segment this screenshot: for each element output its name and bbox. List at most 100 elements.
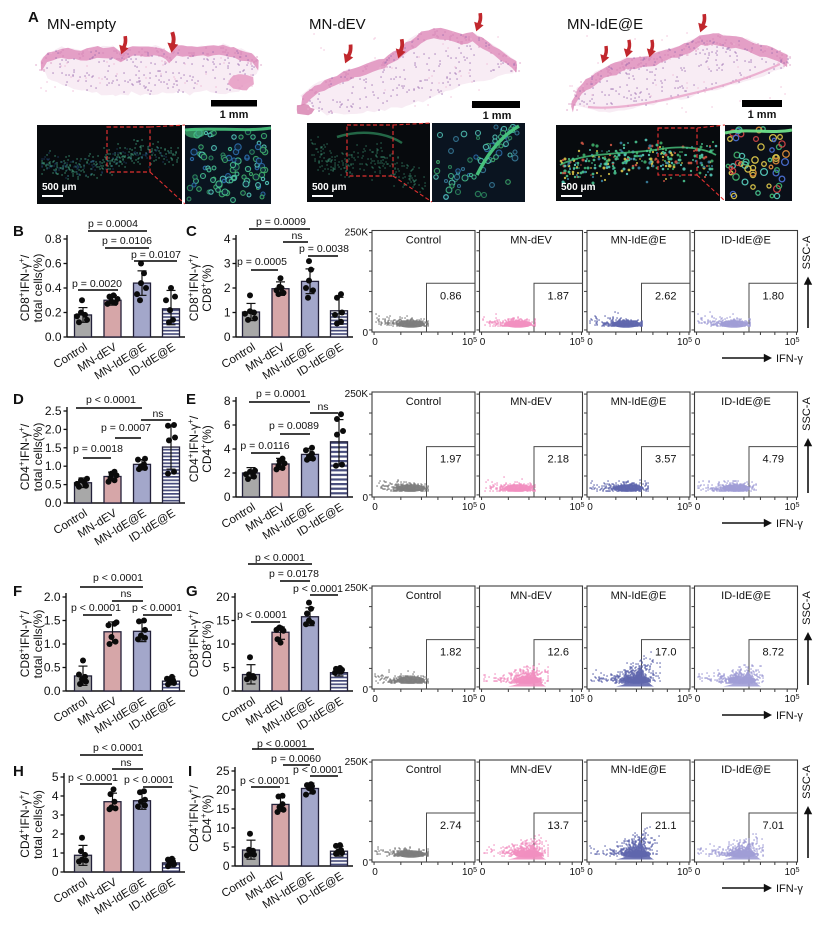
svg-text:3: 3 [52,808,59,822]
svg-text:0: 0 [480,502,486,513]
svg-text:105: 105 [784,867,799,879]
svg-text:1.0: 1.0 [44,637,61,651]
svg-text:500 μm: 500 μm [561,182,596,193]
svg-text:ID-IdE@E: ID-IdE@E [721,235,771,247]
svg-text:0: 0 [587,867,593,878]
svg-text:1.0: 1.0 [45,459,62,473]
svg-text:MN-IdE@E: MN-IdE@E [611,764,667,776]
svg-text:2: 2 [52,827,59,841]
svg-text:p < 0.0001: p < 0.0001 [71,602,121,614]
svg-text:C: C [186,223,197,240]
svg-text:6: 6 [224,418,231,432]
svg-text:105: 105 [784,337,799,349]
svg-text:p = 0.0018: p = 0.0018 [73,443,123,455]
svg-text:0: 0 [52,865,59,879]
svg-text:SSC-A: SSC-A [801,765,813,799]
svg-text:MN-dEV: MN-dEV [510,764,552,776]
svg-text:0: 0 [362,328,368,339]
svg-text:0: 0 [695,867,701,878]
svg-text:2.0: 2.0 [44,590,61,604]
svg-text:20: 20 [216,783,230,797]
svg-text:0: 0 [224,490,231,504]
svg-text:5: 5 [52,770,59,784]
svg-text:CD4+(%): CD4+(%) [198,425,214,473]
svg-text:p < 0.0001: p < 0.0001 [237,609,287,621]
svg-text:CD4+IFN-γ+/: CD4+IFN-γ+/ [185,785,201,852]
svg-text:ns: ns [291,230,302,242]
svg-text:p = 0.0178: p = 0.0178 [269,568,319,580]
svg-text:A: A [28,9,39,26]
svg-text:1: 1 [224,306,231,320]
svg-text:p = 0.0116: p = 0.0116 [240,440,289,452]
svg-text:0.6: 0.6 [45,257,62,271]
svg-text:I: I [188,763,192,780]
svg-text:1.5: 1.5 [45,441,62,455]
svg-text:4: 4 [224,442,231,456]
svg-text:2: 2 [224,466,231,480]
svg-text:0: 0 [695,694,701,705]
svg-text:105: 105 [569,502,584,514]
svg-text:p < 0.0001: p < 0.0001 [132,602,182,614]
svg-text:0: 0 [587,502,593,513]
svg-text:17.0: 17.0 [655,647,676,659]
svg-text:105: 105 [677,867,692,879]
svg-text:Control: Control [406,396,441,408]
svg-text:IFN-γ: IFN-γ [776,883,803,895]
svg-text:CD4+IFN-γ+/: CD4+IFN-γ+/ [16,423,32,490]
svg-text:p = 0.0005: p = 0.0005 [237,256,287,268]
svg-text:0: 0 [372,337,378,348]
svg-text:MN-IdE@E: MN-IdE@E [611,590,667,602]
svg-text:G: G [186,583,198,600]
svg-text:D: D [13,391,24,408]
svg-text:MN-dEV: MN-dEV [510,590,552,602]
svg-text:105: 105 [677,337,692,349]
svg-text:15: 15 [216,614,230,628]
svg-text:500 μm: 500 μm [312,182,347,193]
svg-text:CD4+IFN-γ+/: CD4+IFN-γ+/ [185,415,201,482]
svg-text:CD8+IFN-γ+/: CD8+IFN-γ+/ [185,254,201,321]
svg-text:105: 105 [462,502,477,514]
svg-text:p = 0.0001: p = 0.0001 [256,388,306,400]
svg-text:250K: 250K [345,757,369,768]
svg-text:0: 0 [480,337,486,348]
svg-text:1.80: 1.80 [763,290,784,302]
svg-text:105: 105 [784,502,799,514]
svg-text:25: 25 [216,764,230,778]
svg-text:250K: 250K [345,228,369,239]
svg-text:0: 0 [223,684,230,698]
svg-text:0.0: 0.0 [45,496,62,510]
svg-text:105: 105 [677,502,692,514]
svg-text:3: 3 [224,257,231,271]
svg-text:p < 0.0001: p < 0.0001 [93,572,143,584]
svg-text:p = 0.0106: p = 0.0106 [102,235,152,247]
svg-text:1 mm: 1 mm [483,110,512,122]
svg-text:1: 1 [52,846,59,860]
svg-text:p < 0.0001: p < 0.0001 [124,774,174,786]
svg-text:2.74: 2.74 [440,820,461,832]
svg-text:CD8+IFN-γ+/: CD8+IFN-γ+/ [16,254,32,321]
svg-text:1.82: 1.82 [440,647,461,659]
svg-text:ns: ns [317,401,328,413]
svg-text:p < 0.0001: p < 0.0001 [240,775,290,787]
svg-text:15: 15 [216,802,230,816]
svg-text:0.0: 0.0 [45,330,62,344]
svg-text:SSC-A: SSC-A [801,591,813,625]
svg-text:ns: ns [120,757,131,769]
svg-text:500 μm: 500 μm [42,182,77,193]
svg-text:p = 0.0009: p = 0.0009 [256,216,306,228]
svg-text:0: 0 [695,502,701,513]
svg-text:total cells(%): total cells(%) [31,254,45,323]
svg-text:F: F [13,583,22,600]
svg-text:5: 5 [223,840,230,854]
svg-text:p < 0.0001: p < 0.0001 [257,738,307,750]
svg-text:0.5: 0.5 [44,661,61,675]
svg-text:p < 0.0001: p < 0.0001 [86,394,136,406]
svg-text:0: 0 [695,337,701,348]
svg-text:0: 0 [362,493,368,504]
svg-text:0: 0 [372,694,378,705]
svg-text:total cells(%): total cells(%) [31,423,45,492]
svg-text:IFN-γ: IFN-γ [776,353,803,365]
svg-text:CD8+IFN-γ+/: CD8+IFN-γ+/ [16,610,32,677]
svg-text:4: 4 [224,232,231,246]
svg-text:4: 4 [52,789,59,803]
